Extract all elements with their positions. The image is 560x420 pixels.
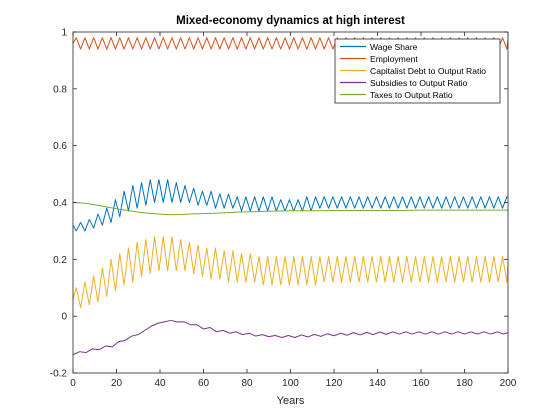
x-tick-label: 80 [241, 378, 253, 389]
x-tick-label: 120 [326, 378, 343, 389]
series-line-subsidies-to-output-ratio [72, 319, 509, 355]
x-tick-label: 100 [282, 378, 299, 389]
y-tick-label: 0.2 [53, 255, 67, 266]
x-axis-ticks: 0 20 40 60 80 100 120 140 160 180 200 [70, 32, 517, 389]
x-tick-label: 60 [198, 378, 210, 389]
x-tick-label: 40 [154, 378, 166, 389]
y-tick-label: 0.8 [53, 84, 67, 95]
y-axis-ticks: -0.2 0 0.2 0.4 0.6 0.8 1 [50, 28, 508, 380]
chart-title: Mixed-economy dynamics at high interest [176, 15, 405, 27]
legend-label: Capitalist Debt to Output Ratio [370, 66, 486, 76]
legend-label: Wage Share [370, 42, 418, 52]
plot-area: 0 20 40 60 80 100 120 140 160 180 200 -0.200.20.40… [50, 28, 517, 390]
x-axis-label: Years [277, 395, 305, 407]
legend-entries: Wage Share Employment Capitalist Debt to O… [340, 42, 486, 100]
x-tick-label: 20 [111, 378, 123, 389]
series-line-capitalist-debt-to-output-ratio [72, 236, 509, 309]
legend-label: Employment [370, 54, 418, 64]
series-line-taxes-to-output-ratio [72, 202, 508, 216]
y-tick-label: 0.6 [53, 141, 67, 152]
x-tick-label: 180 [456, 378, 473, 389]
y-tick-label: 1 [61, 28, 67, 39]
x-tick-label: 140 [369, 378, 386, 389]
series-line-wage-share [72, 179, 508, 232]
x-tick-label: 200 [500, 378, 517, 389]
legend-label: Subsidies to Output Ratio [370, 78, 468, 88]
x-tick-label: 0 [70, 378, 76, 389]
y-tick-label: 0 [61, 312, 67, 323]
x-tick-label: 160 [413, 378, 430, 389]
legend-label: Taxes to Output Ratio [370, 90, 453, 100]
y-tick-label: 0.4 [53, 198, 67, 209]
legend: Wage Share Employment Capitalist Debt to O… [334, 38, 501, 104]
y-tick-label: -0.2 [50, 369, 68, 380]
